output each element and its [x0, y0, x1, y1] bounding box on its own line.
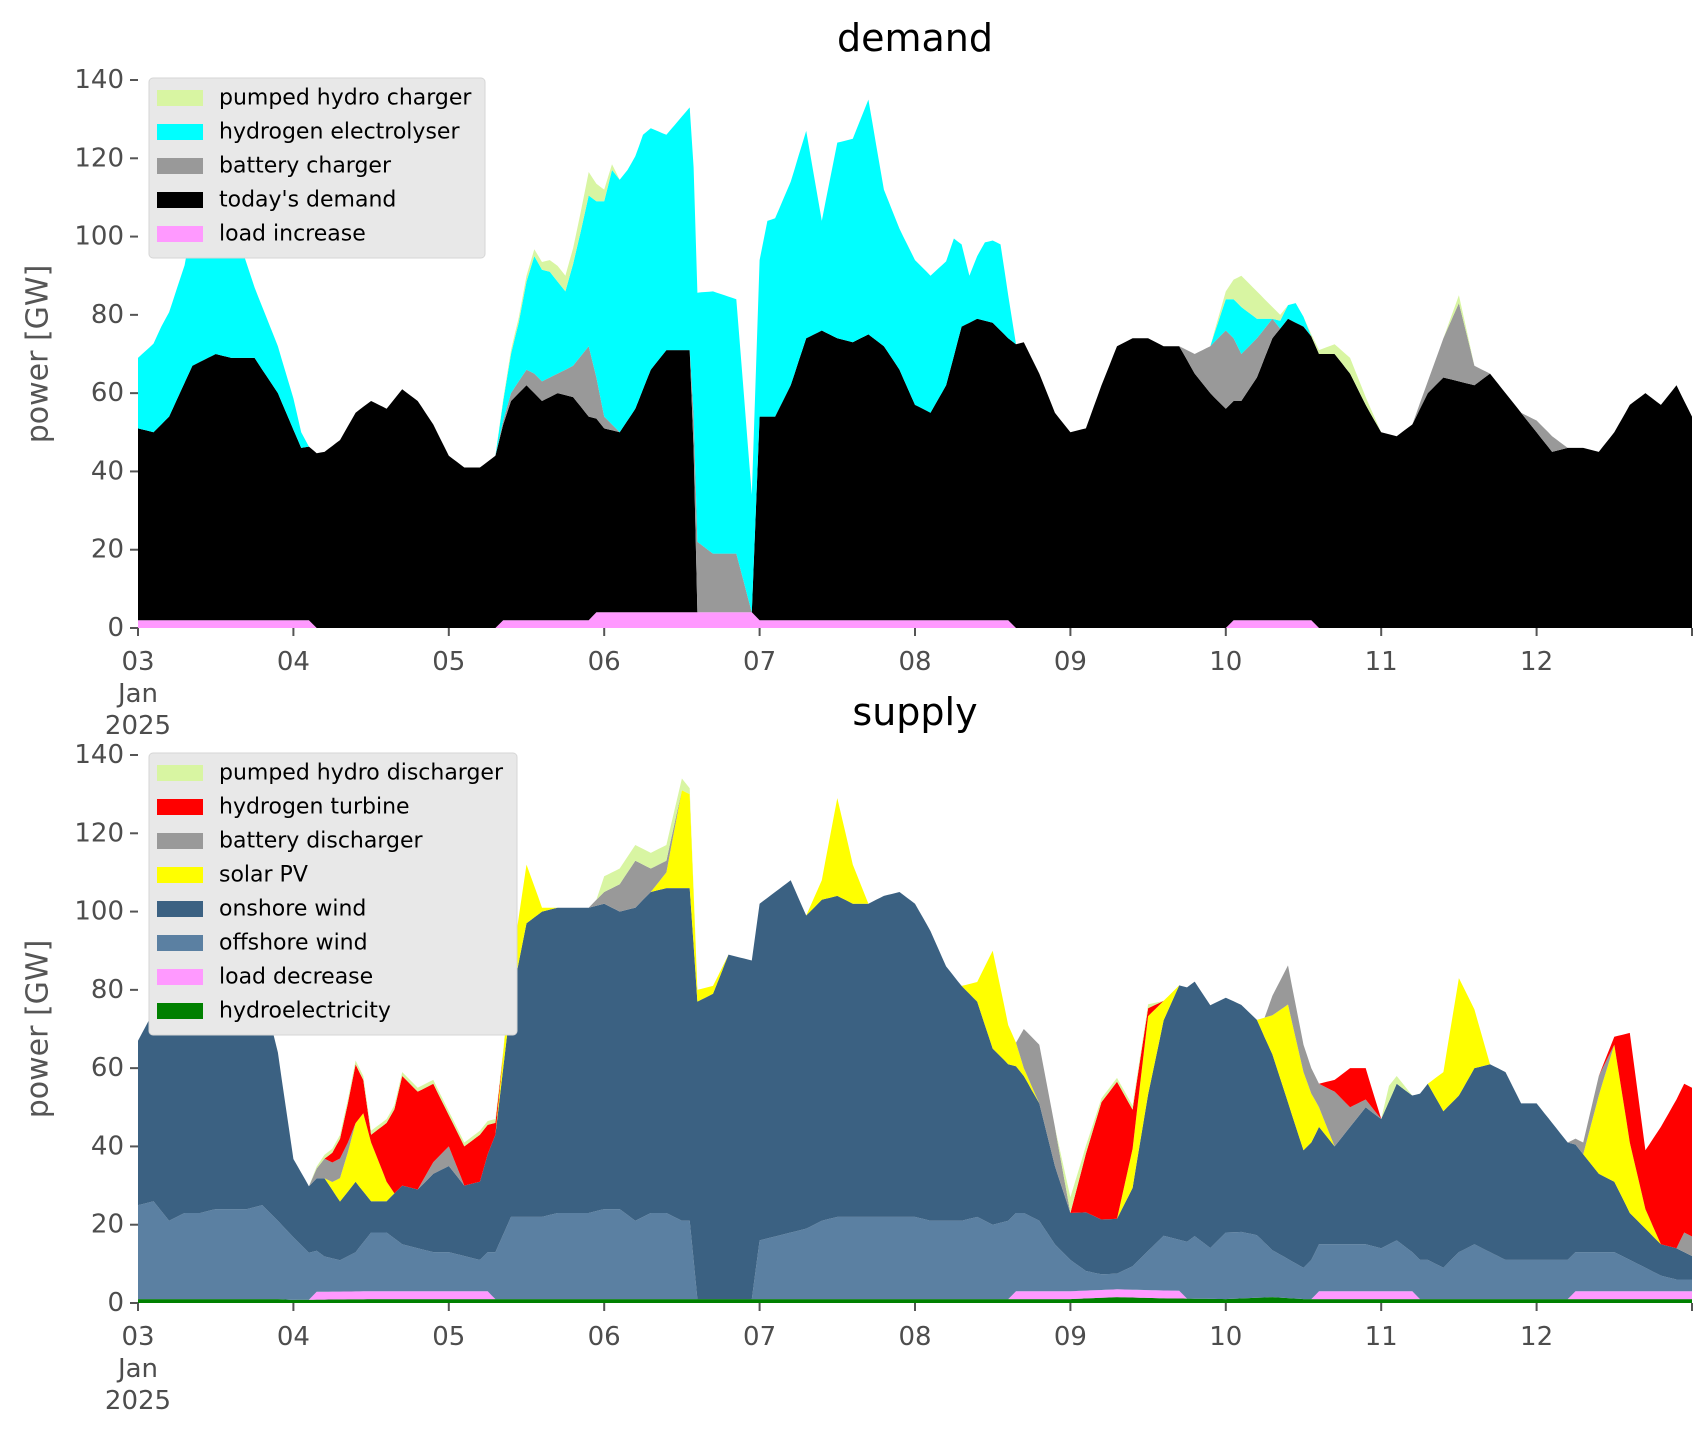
x-tick-label: 08 — [898, 1322, 931, 1352]
legend: pumped hydro charger hydrogen electrolyse… — [148, 77, 486, 259]
x-tick-label: 03 — [121, 1322, 154, 1352]
legend-label-hydrogen-turbine: hydrogen turbine — [219, 795, 410, 820]
legend-label-offshore-wind: offshore wind — [219, 931, 368, 956]
x-tick-label: 12 — [1520, 1322, 1553, 1352]
y-tick-label: 40 — [91, 1131, 124, 1161]
legend-swatch-pumped-hydro-discharger — [157, 765, 203, 781]
area-onshore-wind — [138, 880, 1692, 1300]
area-load-decrease — [138, 1289, 1692, 1300]
legend-swatch-hydrogen-turbine — [157, 799, 203, 815]
x-tick-label: 09 — [1054, 647, 1087, 677]
x-tick-label: 08 — [898, 647, 931, 677]
chart-title: demand — [837, 16, 993, 60]
x-tick-label: 05 — [432, 1322, 465, 1352]
legend-swatch-pumped-hydro-charger — [157, 90, 203, 106]
y-tick-label: 80 — [91, 975, 124, 1005]
legend-swatch-offshore-wind — [157, 935, 203, 951]
legend-label-hydroelectricity: hydroelectricity — [219, 999, 391, 1024]
x-tick-label: 12 — [1520, 647, 1553, 677]
legend-label-battery-discharger: battery discharger — [219, 829, 424, 854]
y-axis-label: power [GW] — [21, 940, 56, 1119]
x-tick-label: Jan — [116, 679, 158, 709]
legend-swatch-battery-discharger — [157, 833, 203, 849]
area-offshore-wind — [138, 1201, 1692, 1300]
x-tick-label: 11 — [1365, 1322, 1398, 1352]
legend-swatch-load-increase — [157, 226, 203, 242]
x-tick-label: Jan — [116, 1354, 158, 1384]
legend-frame — [148, 77, 486, 259]
legend-swatch-hydroelectricity — [157, 1003, 203, 1019]
area-hydrogen-electrolyser — [138, 99, 1692, 613]
legend-frame — [148, 752, 518, 1036]
legend-swatch-battery-charger — [157, 158, 203, 174]
y-tick-label: 100 — [74, 222, 124, 252]
x-tick-label: 05 — [432, 647, 465, 677]
legend-swatch-load-decrease — [157, 969, 203, 985]
x-tick-label: 06 — [588, 1322, 621, 1352]
legend-label-hydrogen-electrolyser: hydrogen electrolyser — [219, 120, 460, 145]
x-tick-label: 11 — [1365, 647, 1398, 677]
legend-swatch-solar-pv — [157, 867, 203, 883]
x-tick-label: 09 — [1054, 1322, 1087, 1352]
y-tick-label: 40 — [91, 456, 124, 486]
y-tick-label: 140 — [74, 65, 124, 95]
y-axis-label: power [GW] — [21, 265, 56, 444]
x-tick-label: 10 — [1209, 1322, 1242, 1352]
y-tick-label: 60 — [91, 1053, 124, 1083]
y-tick-label: 140 — [74, 740, 124, 770]
legend-label-battery-charger: battery charger — [219, 154, 392, 179]
x-tick-label: 07 — [743, 647, 776, 677]
legend-label-load-increase: load increase — [219, 222, 366, 247]
legend-swatch-hydrogen-electrolyser — [157, 124, 203, 140]
y-tick-label: 60 — [91, 378, 124, 408]
area-battery-charger — [138, 303, 1692, 613]
x-tick-label: 2025 — [105, 1386, 171, 1416]
x-tick-label: 03 — [121, 647, 154, 677]
legend-label-today-s-demand: today's demand — [219, 188, 396, 213]
x-tick-label: 10 — [1209, 647, 1242, 677]
legend-label-load-decrease: load decrease — [219, 965, 373, 990]
y-tick-label: 20 — [91, 535, 124, 565]
area-today-s-demand — [138, 318, 1692, 628]
area-hydroelectricity — [138, 1297, 1692, 1303]
area-layer — [138, 99, 1692, 628]
legend-label-pumped-hydro-charger: pumped hydro charger — [219, 86, 472, 111]
legend-label-pumped-hydro-discharger: pumped hydro discharger — [219, 761, 504, 786]
y-tick-label: 80 — [91, 300, 124, 330]
legend-label-solar-pv: solar PV — [219, 863, 308, 888]
x-tick-label: 07 — [743, 1322, 776, 1352]
x-tick-label: 04 — [277, 647, 310, 677]
y-tick-label: 120 — [74, 143, 124, 173]
area-load-increase — [138, 612, 1692, 628]
y-tick-label: 0 — [107, 613, 124, 643]
chart-title: supply — [852, 690, 977, 734]
legend: pumped hydro discharger hydrogen turbine b… — [148, 752, 518, 1036]
legend-swatch-today-s-demand — [157, 192, 203, 208]
y-tick-label: 120 — [74, 818, 124, 848]
x-tick-label: 04 — [277, 1322, 310, 1352]
area-solar-pv — [138, 790, 1692, 1256]
y-tick-label: 100 — [74, 897, 124, 927]
area-layer — [138, 778, 1692, 1303]
legend-swatch-onshore-wind — [157, 901, 203, 917]
x-tick-label: 06 — [588, 647, 621, 677]
legend-label-onshore-wind: onshore wind — [219, 897, 366, 922]
x-tick-label: 2025 — [105, 711, 171, 741]
y-tick-label: 0 — [107, 1288, 124, 1318]
y-tick-label: 20 — [91, 1210, 124, 1240]
